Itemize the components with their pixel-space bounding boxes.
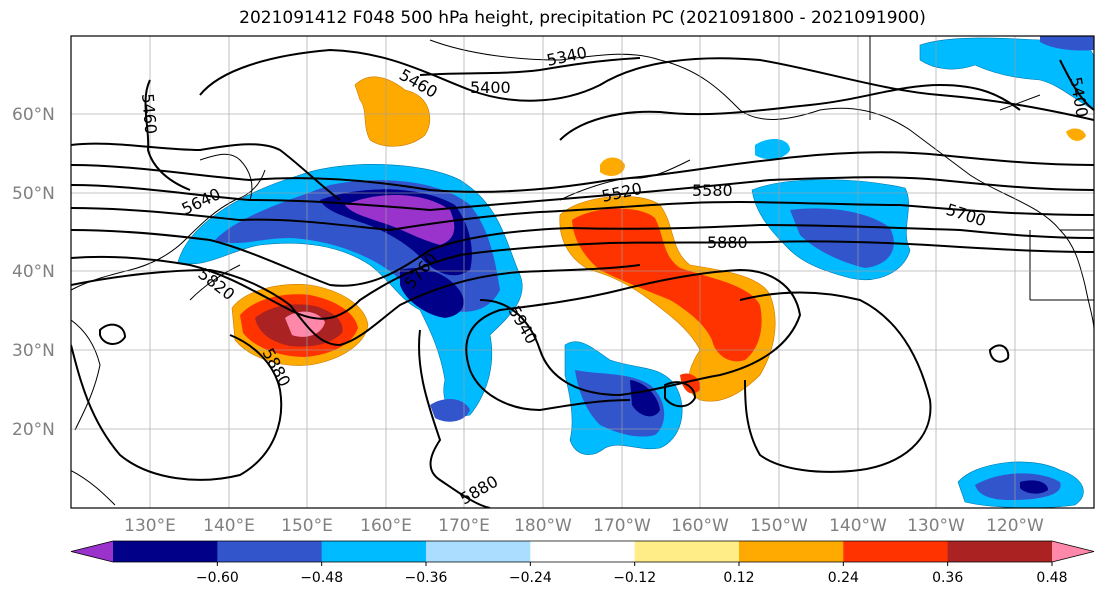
lat-label: 30°N [12,341,55,361]
colorbar-extend-high [1052,541,1094,562]
map-title: 2021091412 F048 500 hPa height, precipit… [239,8,926,28]
height-contours [71,48,1094,508]
colorbar-tick-label: −0.48 [300,570,343,586]
longitude-labels: 130°E 140°E 150°E 160°E 170°E 180°W 170°… [124,516,1044,536]
lon-label: 150°E [281,516,333,536]
colorbar-segment [321,541,427,562]
lon-label: 120°W [986,516,1044,536]
lon-label: 140°E [203,516,255,536]
colorbar-segment [530,541,636,562]
lat-label: 20°N [12,420,55,440]
colorbar-tick-label: −0.12 [613,570,656,586]
contour-label: 5580 [692,181,733,200]
colorbar-segment [217,541,323,562]
colorbar-segment [843,541,949,562]
contour-label: 5400 [470,78,511,97]
contour-label: 5880 [707,233,748,252]
lon-label: 160°W [671,516,729,536]
graticule [71,36,1094,508]
lon-label: 170°E [438,516,490,536]
lat-label: 50°N [12,184,55,204]
colorbar-tick-label: 0.24 [828,570,859,586]
colorbar-segment [947,541,1053,562]
colorbar-tick-label: −0.36 [405,570,448,586]
colorbar-tick-label: 0.36 [932,570,963,586]
latitude-labels: 60°N 50°N 40°N 30°N 20°N [12,105,55,440]
map-frame [70,35,1095,509]
colorbar-tick-label: 0.12 [723,570,754,586]
colorbar-outline [70,540,1095,563]
colorbar: −0.60 −0.48 −0.36 −0.24 −0.12 0.12 0.24 0.36 0.4… [70,540,1095,586]
lon-label: 130°E [124,516,176,536]
lon-label: 180°W [514,516,572,536]
lat-label: 60°N [12,105,55,125]
lon-label: 150°W [750,516,808,536]
colorbar-tick-label: 0.48 [1036,570,1067,586]
lon-label: 170°W [593,516,651,536]
colorbar-tick-label: −0.24 [509,570,552,586]
lon-label: 130°W [907,516,965,536]
colorbar-extend-low [71,541,113,562]
colorbar-segment [113,541,218,562]
colorbar-segment [634,541,740,562]
lon-label: 140°W [829,516,887,536]
lat-label: 40°N [12,262,55,282]
lon-label: 160°E [360,516,412,536]
contour-label: 5460 [138,93,160,135]
colorbar-tick-label: −0.60 [196,570,239,586]
colorbar-segment [739,541,844,562]
colorbar-segment [426,541,531,562]
